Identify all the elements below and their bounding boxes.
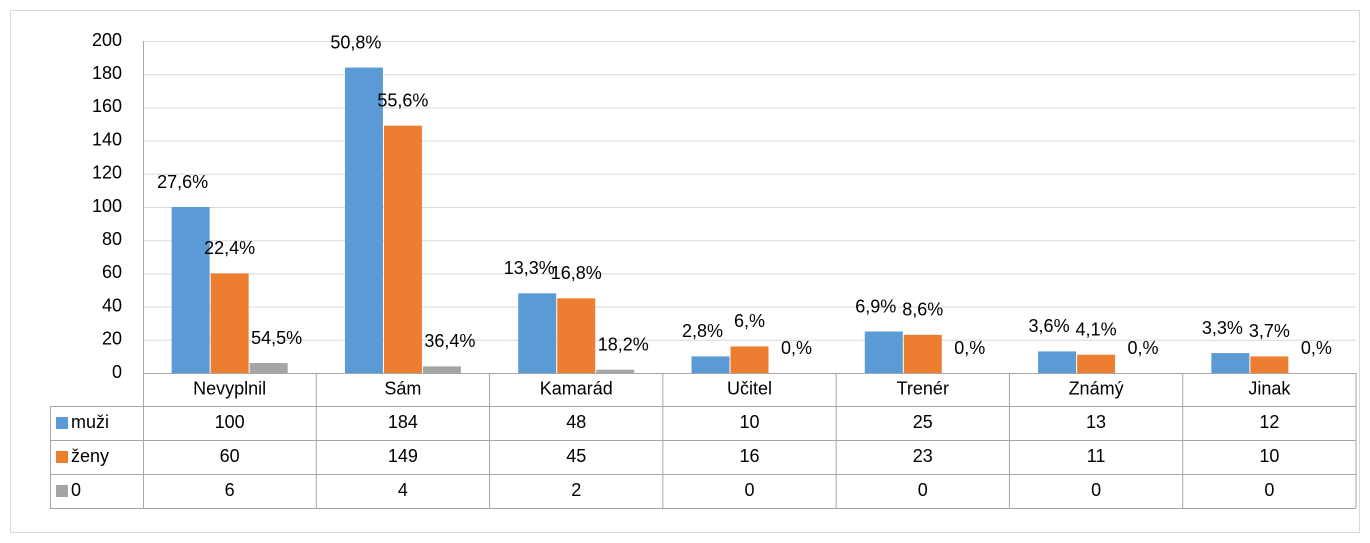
table-cell: 12: [1259, 412, 1279, 432]
data-label: 54,5%: [251, 328, 302, 348]
data-label: 16,8%: [551, 263, 602, 283]
x-tick-label: Jinak: [1248, 378, 1291, 398]
table-cell: 16: [739, 446, 759, 466]
y-tick-label: 20: [102, 329, 122, 349]
bar: [249, 363, 288, 373]
bar: [344, 67, 383, 373]
y-tick-label: 100: [92, 196, 122, 216]
data-label: 4,1%: [1076, 319, 1117, 339]
data-label: 27,6%: [157, 172, 208, 192]
legend-label: ženy: [71, 446, 109, 466]
y-tick-label: 140: [92, 129, 122, 149]
table-cell: 25: [913, 412, 933, 432]
table-cell: 10: [739, 412, 759, 432]
y-tick-label: 160: [92, 96, 122, 116]
x-tick-label: Nevyplnil: [193, 378, 266, 398]
table-cell: 2: [571, 480, 581, 500]
bar: [1211, 353, 1250, 373]
table-cell: 0: [1091, 480, 1101, 500]
x-tick-label: Kamarád: [540, 378, 613, 398]
data-label: 18,2%: [598, 334, 649, 354]
table-cell: 6: [225, 480, 235, 500]
x-tick-label: Trenér: [897, 378, 949, 398]
legend-swatch: [56, 417, 68, 429]
bar: [596, 369, 635, 373]
y-tick-label: 180: [92, 63, 122, 83]
y-tick-label: 200: [92, 30, 122, 50]
data-label: 0,%: [1301, 338, 1332, 358]
data-label: 0,%: [1128, 338, 1159, 358]
table-cell: 23: [913, 446, 933, 466]
data-label: 3,7%: [1249, 321, 1290, 341]
data-label: 3,6%: [1029, 316, 1070, 336]
legend-label: 0: [71, 480, 81, 500]
data-label: 0,%: [781, 338, 812, 358]
data-label: 3,3%: [1202, 318, 1243, 338]
table-cell: 60: [220, 446, 240, 466]
y-tick-label: 40: [102, 295, 122, 315]
bar: [383, 125, 422, 373]
data-label: 6,%: [734, 311, 765, 331]
bar: [557, 298, 596, 373]
y-tick-label: 0: [112, 362, 122, 382]
table-cell: 0: [744, 480, 754, 500]
bar: [1250, 356, 1289, 373]
table-cell: 184: [388, 412, 418, 432]
data-label: 13,3%: [504, 258, 555, 278]
table-cell: 48: [566, 412, 586, 432]
data-label: 0,%: [954, 338, 985, 358]
legend-swatch: [56, 485, 68, 497]
table-cell: 100: [215, 412, 245, 432]
x-tick-label: Učitel: [727, 378, 772, 398]
data-label: 50,8%: [330, 32, 381, 52]
legend-label: muži: [71, 412, 109, 432]
legend-swatch: [56, 451, 68, 463]
table-cell: 0: [1264, 480, 1274, 500]
table-cell: 4: [398, 480, 408, 500]
data-label: 22,4%: [204, 238, 255, 258]
table-cell: 45: [566, 446, 586, 466]
x-tick-label: Sám: [384, 378, 421, 398]
bar: [1077, 354, 1116, 373]
x-tick-label: Známý: [1069, 378, 1124, 398]
bar: [1038, 351, 1077, 373]
bar: [691, 356, 730, 373]
bar: [903, 334, 942, 373]
bar: [210, 273, 249, 373]
data-label: 6,9%: [855, 296, 896, 316]
table-cell: 0: [918, 480, 928, 500]
table-cell: 149: [388, 446, 418, 466]
data-label: 55,6%: [377, 90, 428, 110]
table-cell: 10: [1259, 446, 1279, 466]
data-label: 8,6%: [902, 300, 943, 320]
bar: [730, 346, 769, 373]
y-tick-label: 60: [102, 262, 122, 282]
data-label: 2,8%: [682, 321, 723, 341]
bar: [171, 207, 210, 373]
y-tick-label: 120: [92, 163, 122, 183]
data-label: 36,4%: [424, 331, 475, 351]
bar: [864, 331, 903, 373]
bar: [422, 366, 461, 373]
table-cell: 13: [1086, 412, 1106, 432]
table-cell: 11: [1087, 446, 1106, 466]
bar: [518, 293, 557, 373]
chart-frame: [10, 10, 1360, 533]
y-tick-label: 80: [102, 229, 122, 249]
